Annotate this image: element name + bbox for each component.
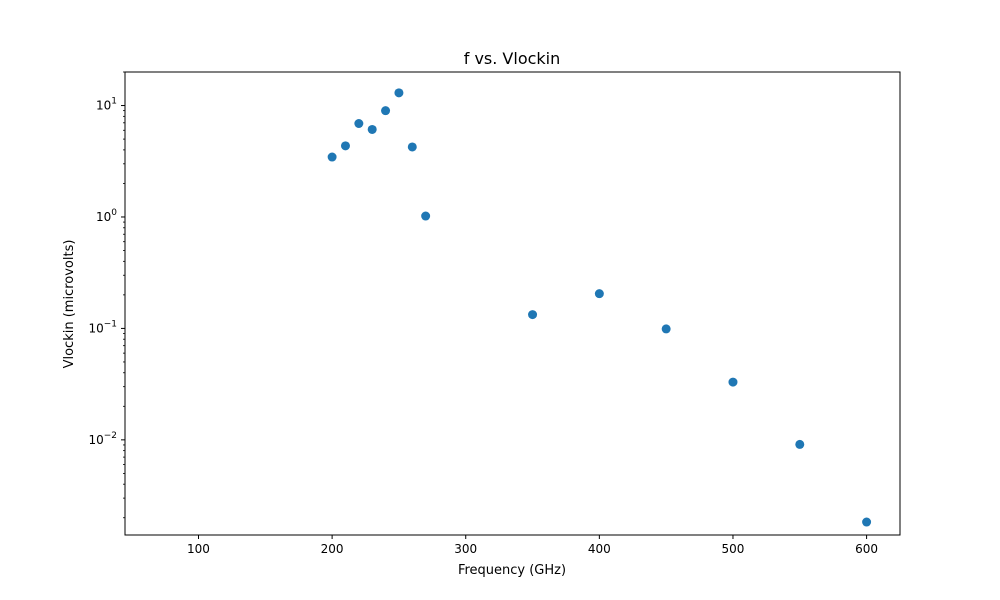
- x-tick-label: 400: [588, 542, 611, 556]
- y-tick-label: 10−2: [88, 431, 117, 447]
- y-tick-base: 10: [88, 321, 103, 335]
- x-tick-label: 600: [855, 542, 878, 556]
- y-tick-label: 10−1: [88, 319, 117, 335]
- data-point: [328, 153, 337, 162]
- x-axis: 100 200 300 400 500 600: [187, 535, 878, 556]
- y-tick-base: 10: [88, 433, 103, 447]
- data-point: [595, 289, 604, 298]
- chart-title: f vs. Vlockin: [464, 49, 561, 68]
- x-tick-label: 500: [722, 542, 745, 556]
- y-tick-label: 100: [96, 208, 117, 224]
- data-point: [421, 212, 430, 221]
- data-point: [795, 440, 804, 449]
- data-point: [862, 518, 871, 527]
- y-tick-exponent: 0: [111, 208, 117, 218]
- data-point: [528, 310, 537, 319]
- plot-title-group: f vs. Vlockin: [464, 49, 561, 68]
- y-tick-base: 10: [96, 210, 111, 224]
- data-point: [662, 324, 671, 333]
- data-point: [341, 141, 350, 150]
- y-tick-exponent: 1: [111, 97, 117, 107]
- x-tick-label: 100: [187, 542, 210, 556]
- y-tick-label: 101: [96, 97, 117, 113]
- data-point: [728, 378, 737, 387]
- data-point: [368, 125, 377, 134]
- x-tick-label: 300: [454, 542, 477, 556]
- y-tick-base: 10: [96, 99, 111, 113]
- x-tick-label: 200: [321, 542, 344, 556]
- data-point: [408, 142, 417, 151]
- data-points: [328, 88, 871, 526]
- y-tick-exponent: −2: [104, 431, 117, 441]
- data-point: [381, 106, 390, 115]
- x-axis-label: Frequency (GHz): [458, 563, 566, 578]
- y-axis-label: Vlockin (microvolts): [62, 240, 77, 369]
- plot-area: [125, 72, 900, 535]
- data-point: [354, 119, 363, 128]
- data-point: [394, 88, 403, 97]
- y-tick-exponent: −1: [104, 319, 117, 329]
